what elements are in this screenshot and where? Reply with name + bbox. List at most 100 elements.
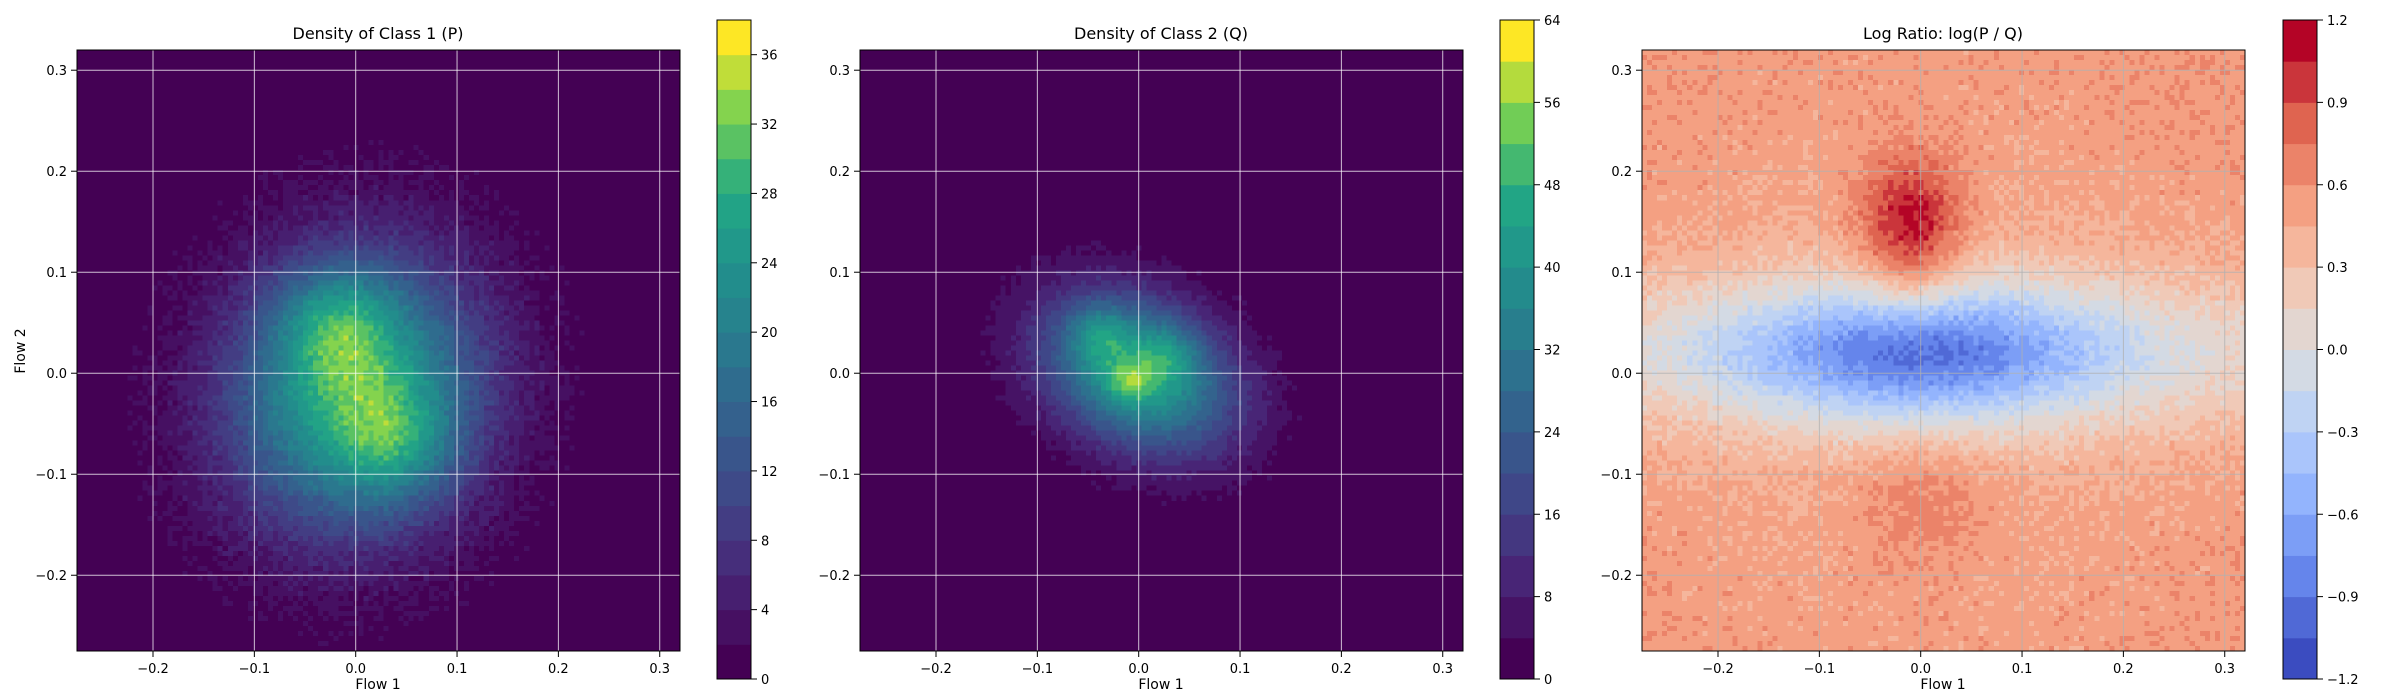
y-tick-label: 0.0 xyxy=(46,367,67,382)
x-tick-label: −0.2 xyxy=(1702,662,1734,677)
colorbar-tick-label: 32 xyxy=(1544,344,1561,359)
colorbar-band xyxy=(717,609,751,645)
y-tick-label: −0.2 xyxy=(818,569,850,584)
colorbar-tick-label: 16 xyxy=(1544,508,1561,523)
y-tick-label: 0.2 xyxy=(46,165,67,180)
colorbar: 0 4 8 12 16 20 24 28 32 36 xyxy=(716,19,778,688)
colorbar-band xyxy=(2283,61,2317,103)
colorbar-band xyxy=(2283,184,2317,227)
colorbar-band xyxy=(1500,431,1534,474)
plot-area xyxy=(859,49,1464,652)
x-tick-label: 0.1 xyxy=(1230,662,1251,677)
x-axis-label: Flow 1 xyxy=(1138,677,1183,693)
colorbar-tick-label: 1.2 xyxy=(2327,14,2348,29)
colorbar-band xyxy=(717,20,751,56)
colorbar-band xyxy=(717,262,751,298)
colorbar-band xyxy=(1500,20,1534,62)
colorbar-band xyxy=(1500,390,1534,433)
colorbar-band xyxy=(1500,267,1534,309)
x-tick-label: 0.3 xyxy=(649,662,670,677)
colorbar-band xyxy=(2283,20,2317,62)
colorbar-band xyxy=(717,505,751,541)
y-axis-label: Flow 2 xyxy=(13,328,29,373)
x-tick-label: −0.2 xyxy=(920,662,952,677)
colorbar-tick-label: 8 xyxy=(1544,591,1552,606)
y-axis-ticks: −0.2 −0.1 0.0 0.1 0.2 0.3 xyxy=(1600,64,1642,584)
colorbar-tick-label: −1.2 xyxy=(2327,673,2359,688)
colorbar-band xyxy=(1500,184,1534,227)
colorbar-tick-label: 16 xyxy=(761,396,778,411)
y-axis-ticks: −0.2 −0.1 0.0 0.1 0.2 0.3 xyxy=(35,64,77,584)
x-tick-label: −0.1 xyxy=(1022,662,1054,677)
y-tick-label: −0.1 xyxy=(1600,468,1632,483)
colorbar-band xyxy=(717,470,751,507)
colorbar-band xyxy=(2283,555,2317,598)
colorbar-band xyxy=(717,436,751,472)
colorbar-band xyxy=(1500,637,1534,680)
plot-frame xyxy=(76,49,681,652)
colorbar-band xyxy=(717,193,751,229)
colorbar-band xyxy=(717,644,751,680)
colorbar-tick-label: 8 xyxy=(761,534,769,549)
colorbar-band xyxy=(717,54,751,90)
colorbar-bands xyxy=(2283,20,2317,680)
y-tick-label: 0.0 xyxy=(829,367,850,382)
colorbar-bands xyxy=(1500,20,1534,680)
colorbar-band xyxy=(1500,102,1534,145)
panel-density-q: Density of Class 2 (Q) −0.2 −0.1 0.0 0.1 0.2… xyxy=(818,14,1560,693)
colorbar-band xyxy=(1500,596,1534,639)
y-tick-label: −0.1 xyxy=(35,468,67,483)
chart-title: Density of Class 2 (Q) xyxy=(1074,24,1248,43)
colorbar-band xyxy=(1500,308,1534,350)
grid xyxy=(1642,50,2245,651)
chart-title: Density of Class 1 (P) xyxy=(293,24,464,43)
colorbar-frame xyxy=(716,19,752,680)
y-tick-label: −0.2 xyxy=(35,569,67,584)
colorbar-ticks: −1.2 −0.9 −0.6 −0.3 0.0 0.3 0.6 0.9 1.2 xyxy=(2317,14,2359,688)
colorbar-tick-label: 0.9 xyxy=(2327,96,2348,111)
colorbar-band xyxy=(1500,473,1534,515)
colorbar-tick-label: 56 xyxy=(1544,96,1561,111)
colorbar-band xyxy=(717,158,751,194)
x-tick-label: 0.0 xyxy=(345,662,366,677)
grid xyxy=(860,50,1463,651)
grid xyxy=(77,50,680,651)
colorbar-band xyxy=(2283,514,2317,556)
colorbar-tick-label: 0.0 xyxy=(2327,344,2348,359)
colorbar-band xyxy=(717,297,751,333)
x-axis-ticks: −0.2 −0.1 0.0 0.1 0.2 0.3 xyxy=(137,651,670,677)
colorbar-tick-label: 0 xyxy=(1544,673,1552,688)
colorbar-band xyxy=(2283,596,2317,639)
y-tick-label: 0.1 xyxy=(829,266,850,281)
y-tick-label: −0.1 xyxy=(818,468,850,483)
colorbar-band xyxy=(717,124,751,160)
colorbar-band xyxy=(1500,225,1534,268)
x-tick-label: −0.2 xyxy=(137,662,169,677)
y-axis-ticks: −0.2 −0.1 0.0 0.1 0.2 0.3 xyxy=(818,64,860,584)
colorbar-tick-label: 4 xyxy=(761,604,769,619)
colorbar-band xyxy=(717,401,751,437)
colorbar-band xyxy=(1500,555,1534,598)
x-tick-label: 0.0 xyxy=(1910,662,1931,677)
colorbar-tick-label: 20 xyxy=(761,326,778,341)
colorbar-band xyxy=(2283,349,2317,392)
y-tick-label: 0.1 xyxy=(46,266,67,281)
x-tick-label: 0.3 xyxy=(2214,662,2235,677)
colorbar-band xyxy=(2283,267,2317,309)
x-axis-ticks: −0.2 −0.1 0.0 0.1 0.2 0.3 xyxy=(920,651,1453,677)
colorbar-tick-label: 0 xyxy=(761,673,769,688)
y-tick-label: 0.3 xyxy=(1611,64,1632,79)
colorbar-tick-label: 24 xyxy=(761,257,778,272)
x-tick-label: −0.1 xyxy=(1804,662,1836,677)
colorbar-band xyxy=(2283,431,2317,474)
x-tick-label: −0.1 xyxy=(239,662,271,677)
x-axis-ticks: −0.2 −0.1 0.0 0.1 0.2 0.3 xyxy=(1702,651,2235,677)
colorbar-band xyxy=(717,89,751,125)
x-tick-label: 0.1 xyxy=(447,662,468,677)
contour-cells xyxy=(860,50,1463,651)
colorbar-bands xyxy=(717,20,751,680)
x-tick-label: 0.2 xyxy=(1331,662,1352,677)
y-tick-label: −0.2 xyxy=(1600,569,1632,584)
colorbar-tick-label: 32 xyxy=(761,118,778,133)
